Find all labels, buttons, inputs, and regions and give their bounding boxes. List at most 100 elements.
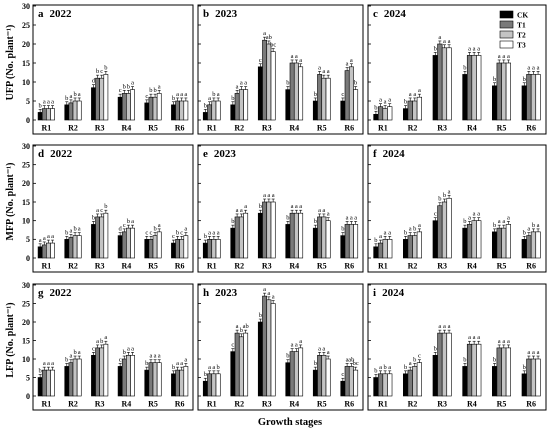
- bar-T1-R4: [466, 224, 473, 259]
- panel-frame: [32, 144, 194, 273]
- significance-label: b: [149, 87, 152, 94]
- significance-label: b: [172, 95, 175, 102]
- bar-T2-R2: [238, 216, 244, 259]
- y-tick-label: 5: [26, 97, 30, 106]
- bar-CK-R5: [144, 102, 150, 121]
- bar-CK-R6: [340, 100, 346, 121]
- bar-T3-R4: [298, 212, 304, 259]
- y-tick-label: 25: [22, 160, 30, 169]
- bar-T2-R5: [321, 77, 327, 121]
- significance-label: a: [527, 349, 530, 356]
- significance-label: b: [39, 368, 42, 375]
- significance-label: a: [158, 83, 161, 90]
- significance-label: a: [537, 64, 540, 71]
- bar-CK-R5: [144, 369, 150, 397]
- significance-label: a: [43, 360, 46, 367]
- bar-T2-R1: [46, 108, 51, 121]
- significance-label: b: [438, 196, 441, 203]
- significance-label: a: [409, 91, 412, 98]
- significance-label: a: [149, 353, 152, 360]
- category-label-R1: R1: [207, 400, 217, 409]
- category-label-R2: R2: [408, 262, 418, 271]
- significance-label: b: [240, 327, 243, 334]
- significance-label: a: [180, 360, 183, 367]
- significance-label: b: [493, 76, 496, 83]
- bar-T3-R4: [476, 220, 482, 259]
- significance-label: a: [468, 334, 471, 341]
- significance-label: a: [267, 192, 270, 199]
- bar-T1-R1: [207, 104, 213, 121]
- y-tick-label: 10: [22, 355, 30, 364]
- y-axis-label: LFP (No. plant⁻¹): [5, 302, 16, 377]
- significance-label: a: [47, 360, 50, 367]
- significance-label: a: [96, 338, 99, 345]
- significance-label: a: [299, 57, 302, 64]
- legend-swatch-CK: [499, 10, 514, 19]
- significance-label: a: [158, 222, 161, 229]
- significance-label: a: [346, 61, 349, 68]
- significance-label: a: [47, 99, 50, 106]
- significance-label: b: [100, 338, 103, 345]
- bar-T3-R2: [76, 100, 82, 121]
- significance-label: a: [299, 338, 302, 345]
- significance-label: c: [434, 211, 437, 218]
- significance-label: a: [217, 229, 220, 236]
- bar-CK-R3: [432, 354, 438, 397]
- significance-label: a: [322, 68, 325, 75]
- significance-label: c: [418, 353, 421, 360]
- significance-label: a: [131, 80, 134, 87]
- bar-T2-R3: [99, 216, 105, 259]
- significance-label: b: [73, 91, 76, 98]
- significance-label: b: [127, 218, 130, 225]
- bar-T1-R1: [377, 106, 384, 121]
- bar-CK-R2: [64, 239, 70, 259]
- significance-label: b: [204, 371, 207, 378]
- bar-CK-R1: [373, 377, 379, 397]
- significance-label: a: [448, 38, 451, 45]
- bar-T1-R6: [526, 74, 532, 121]
- significance-label: a: [409, 226, 412, 233]
- significance-label: a: [240, 80, 243, 87]
- bar-CK-R4: [285, 224, 291, 259]
- bar-CK-R1: [373, 114, 379, 121]
- significance-label: a: [350, 57, 353, 64]
- significance-label: a: [184, 356, 187, 363]
- bar-T1-R5: [148, 96, 154, 121]
- significance-label: a: [244, 203, 247, 210]
- category-label-R4: R4: [289, 262, 299, 271]
- bar-T2-R2: [72, 100, 78, 121]
- bar-T2-R3: [99, 77, 105, 121]
- significance-label: a: [158, 353, 161, 360]
- bar-T1-R6: [175, 100, 180, 121]
- y-tick-label: 0: [26, 254, 30, 263]
- bar-T1-R4: [121, 231, 127, 259]
- significance-label: a: [236, 83, 239, 90]
- significance-label: b: [127, 83, 130, 90]
- bar-T3-R3: [446, 197, 452, 259]
- bar-T3-R1: [215, 239, 221, 259]
- bar-T2-R4: [126, 227, 131, 259]
- bar-CK-R2: [64, 104, 70, 121]
- significance-label: a: [473, 334, 476, 341]
- bar-T1-R6: [175, 239, 180, 259]
- bar-T1-R6: [526, 235, 532, 259]
- significance-label: a: [184, 91, 187, 98]
- category-label-R2: R2: [234, 400, 244, 409]
- significance-label: a: [318, 345, 321, 352]
- bar-CK-R3: [257, 321, 263, 397]
- bar-CK-R1: [373, 246, 379, 259]
- y-tick-label: 20: [22, 40, 30, 49]
- category-label-R6: R6: [526, 400, 536, 409]
- significance-label: b: [374, 237, 377, 244]
- bar-T1-R5: [317, 216, 323, 259]
- bar-T2-R2: [72, 235, 78, 259]
- category-label-R5: R5: [497, 400, 507, 409]
- significance-label: a: [78, 91, 81, 98]
- bar-T2-R6: [530, 358, 537, 397]
- panel-frame: [367, 4, 547, 135]
- significance-label: a: [69, 227, 72, 234]
- panel-title: g 2022: [38, 287, 72, 299]
- bar-T2-R1: [382, 239, 388, 259]
- y-tick-label: 30: [22, 142, 30, 151]
